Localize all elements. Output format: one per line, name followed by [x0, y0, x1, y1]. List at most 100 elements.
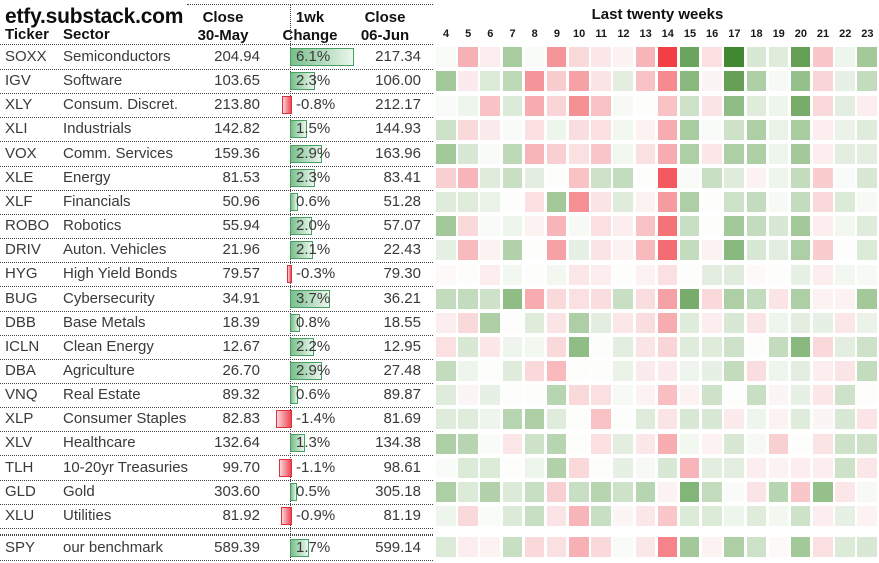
heatmap-cell [502, 143, 523, 164]
change-bar [290, 144, 322, 163]
heatmap-cell [724, 337, 744, 357]
heatmap-cell [679, 71, 700, 92]
heatmap-cell [702, 192, 722, 213]
heatmap-cell [768, 385, 789, 406]
benchmark-divider [0, 534, 433, 535]
heatmap-cell [546, 119, 567, 140]
table-row: GLD Gold 303.60 0.5% 305.18 [0, 480, 433, 505]
heatmap-cell [613, 264, 633, 285]
ticker-cell: IGV [5, 72, 31, 90]
heatmap-cell [813, 264, 833, 285]
heatmap-cell [768, 240, 789, 261]
heatmap-cell [502, 264, 523, 285]
sector-cell: Cybersecurity [63, 289, 155, 307]
heatmap-cell [591, 71, 611, 92]
heatmap-cell [746, 192, 767, 213]
heatmap-cell [635, 385, 656, 406]
sector-cell: 10-20yr Treasuries [63, 458, 189, 476]
heatmap-cell [790, 192, 811, 213]
change-bar [290, 241, 314, 260]
heatmap-cell [813, 143, 833, 164]
heatmap-cell [768, 312, 789, 333]
heatmap-cell [813, 71, 833, 92]
close-06jun-cell: 144.93 [375, 120, 421, 138]
heatmap-cell [458, 506, 478, 527]
ticker-cell: XLI [5, 120, 28, 138]
heatmap-cell [835, 167, 855, 188]
header-bottom-divider [0, 44, 433, 45]
table-row: ROBO Robotics 55.94 2.0% 57.07 [0, 214, 433, 240]
sector-cell: Energy [63, 168, 111, 186]
heatmap-cell [857, 457, 877, 478]
heatmap-cell [458, 361, 478, 382]
heatmap-cell [657, 506, 678, 527]
heatmap-cell [657, 47, 678, 68]
change-bar [275, 410, 292, 429]
heatmap-cell [790, 167, 811, 188]
heatmap-title: Last twenty weeks [591, 6, 724, 23]
change-bar [290, 434, 306, 453]
heatmap-cell [835, 361, 855, 382]
heatmap-cell [546, 288, 567, 309]
table-row: DBB Base Metals 18.39 0.8% 18.55 [0, 311, 433, 336]
sector-cell: Comm. Services [63, 144, 174, 162]
table-row: XLU Utilities 81.92 -0.9% 81.19 [0, 504, 433, 529]
ticker-cell: SOXX [5, 48, 47, 65]
heatmap-cell [569, 337, 589, 357]
heatmap-cell [746, 288, 767, 309]
heatmap-cell [702, 167, 722, 188]
heatmap-cell [790, 216, 811, 237]
heatmap-cell [857, 167, 877, 188]
heatmap-cell [702, 481, 722, 502]
heatmap-cell [436, 167, 456, 188]
heatmap-cell [480, 506, 500, 527]
heatmap-cell [746, 264, 767, 285]
change-bar [290, 386, 299, 405]
heatmap-cell [502, 167, 523, 188]
heatmap-cell [524, 312, 545, 333]
heatmap-cell [436, 537, 456, 558]
heatmap-cell [702, 288, 722, 309]
change-label: 2.3% [296, 168, 331, 186]
heatmap-cell [635, 192, 656, 213]
heatmap-cell [436, 385, 456, 406]
heatmap-cell [635, 361, 656, 382]
heatmap-cell [436, 264, 456, 285]
heatmap-cell [790, 264, 811, 285]
heatmap-cell [613, 312, 633, 333]
table-row: IGV Software 103.65 2.3% 106.00 [0, 69, 433, 95]
heatmap-cell [813, 481, 833, 502]
close-06jun-cell: 22.43 [383, 241, 421, 259]
heatmap-cell [657, 288, 678, 309]
heatmap-cell [679, 264, 700, 285]
heatmap-cell [635, 337, 656, 357]
heatmap-cell [480, 409, 500, 430]
heatmap-cell [813, 337, 833, 357]
heatmap-cell [524, 288, 545, 309]
ticker-cell: DBA [5, 361, 36, 379]
heatmap-cell [591, 537, 611, 558]
heatmap-cell [458, 192, 478, 213]
heatmap-cell [702, 47, 722, 68]
heatmap-cell [679, 481, 700, 502]
heatmap-cell [702, 71, 722, 92]
heatmap-cell [591, 457, 611, 478]
heatmap-cell [768, 288, 789, 309]
heatmap-cell [768, 216, 789, 237]
table-row: SOXX Semiconductors 204.94 6.1% 217.34 [0, 45, 433, 70]
change-bar [290, 48, 355, 66]
heatmap-cell [835, 537, 855, 558]
heatmap-cell [702, 264, 722, 285]
heatmap-cell [679, 288, 700, 309]
close-06jun-cell: 81.19 [383, 506, 421, 524]
heatmap-cell [546, 216, 567, 237]
heatmap-cell [768, 481, 789, 502]
change-label: 2.2% [296, 337, 331, 355]
heatmap-cell [635, 312, 656, 333]
change-label: 0.8% [296, 313, 331, 331]
close-06jun-cell: 212.17 [375, 96, 421, 114]
heatmap-cell [502, 337, 523, 357]
heatmap-cell [724, 361, 744, 382]
close-06jun-cell: 36.21 [383, 289, 421, 307]
heatmap-cell [502, 537, 523, 558]
